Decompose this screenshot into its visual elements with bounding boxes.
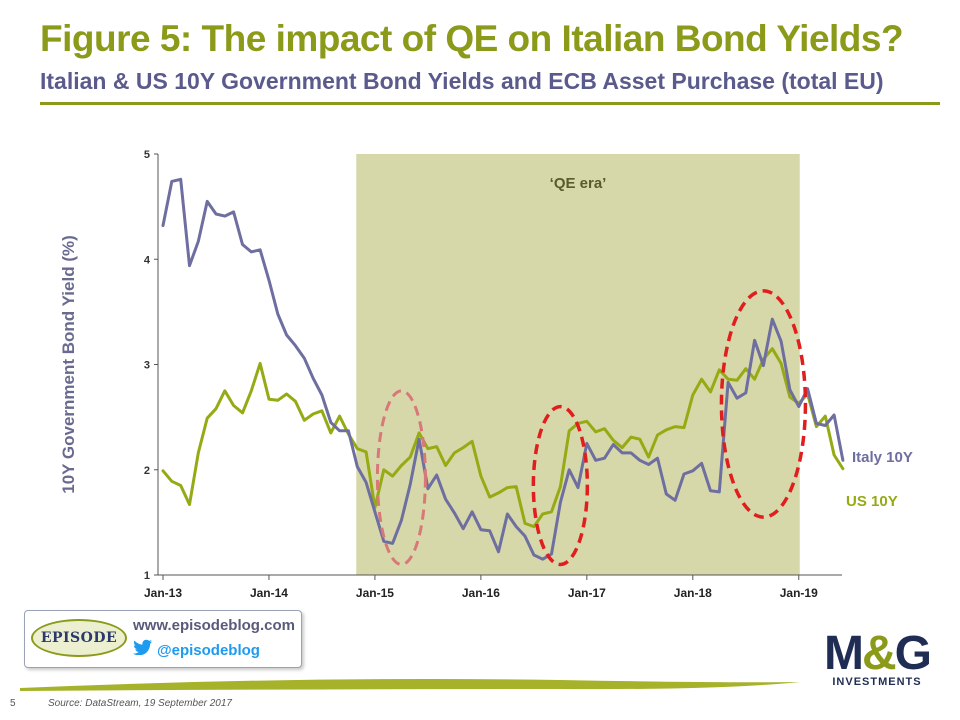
title-divider <box>40 102 940 105</box>
y-tick-label: 2 <box>144 465 150 477</box>
twitter-link[interactable]: @episodeblog <box>133 639 260 659</box>
mg-logo-mark: M&G <box>824 627 932 680</box>
y-tick-label: 3 <box>144 360 150 372</box>
us-10y-line <box>161 347 845 529</box>
x-tick-label: Jan-17 <box>568 586 606 600</box>
y-tick-label: 5 <box>144 149 150 161</box>
twitter-bird-icon <box>133 639 152 655</box>
x-tick-label: Jan-13 <box>144 586 182 600</box>
twitter-handle: @episodeblog <box>157 642 260 659</box>
episode-blog-box[interactable]: EPISODE www.episodeblog.com @episodeblog <box>24 610 302 668</box>
mg-investments-logo: M&G INVESTMENTS <box>824 627 932 689</box>
italy-10y-line <box>161 177 845 561</box>
y-axis-label: 10Y Government Bond Yield (%) <box>59 235 78 494</box>
y-tick-label: 4 <box>144 254 151 266</box>
x-tick-label: Jan-14 <box>250 586 288 600</box>
page-subtitle: Italian & US 10Y Government Bond Yields … <box>40 68 884 94</box>
page-title: Figure 5: The impact of QE on Italian Bo… <box>40 18 904 59</box>
source-note: Source: DataStream, 19 September 2017 <box>48 698 232 709</box>
episode-logo-text: EPISODE <box>40 630 118 646</box>
episode-logo: EPISODE <box>31 619 127 657</box>
highlight-ellipse <box>719 289 808 519</box>
x-tick-label: Jan-18 <box>674 586 712 600</box>
x-tick-label: Jan-16 <box>462 586 500 600</box>
qe-era-label: ‘QE era’ <box>550 175 607 192</box>
us-10y-legend-label: US 10Y <box>846 493 898 510</box>
blog-url-link[interactable]: www.episodeblog.com <box>133 617 295 634</box>
page-number: 5 <box>10 698 16 709</box>
italy-10y-legend-label: Italy 10Y <box>852 449 913 466</box>
bond-yield-chart: ‘QE era’ 1 2 3 4 5 Jan-13 Jan-14 Jan-15 Jan-16 Jan… <box>59 149 913 600</box>
highlight-ellipse <box>375 389 427 566</box>
mg-logo-subtitle: INVESTMENTS <box>832 676 922 688</box>
x-tick-label: Jan-15 <box>356 586 394 600</box>
highlight-ellipse <box>531 404 590 567</box>
y-tick-label: 1 <box>144 570 150 582</box>
x-tick-label: Jan-19 <box>780 586 818 600</box>
